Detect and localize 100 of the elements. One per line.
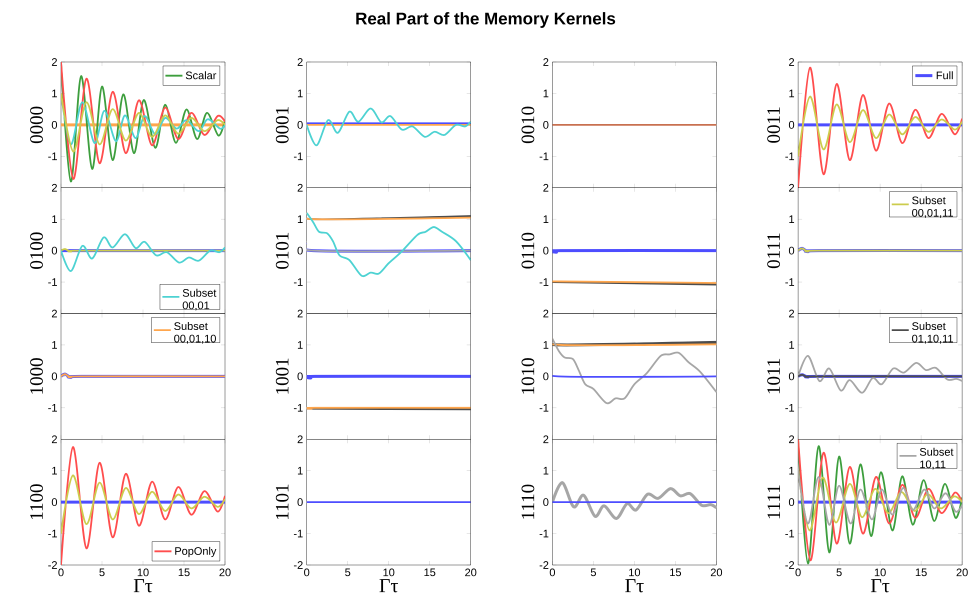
x-tick-label: 0 <box>795 568 801 576</box>
x-tick-label: 0 <box>304 568 310 576</box>
y-tick-label: 0 <box>788 246 794 255</box>
y-axis-title: 0100 <box>30 232 43 269</box>
legend-label: Subset 00,01,10 <box>174 322 216 344</box>
y-axis-title: 0101 <box>276 232 289 269</box>
y-tick-label: 2 <box>52 58 57 66</box>
y-axis-title: 1101 <box>276 484 289 520</box>
y-tick-label: -1 <box>294 152 303 160</box>
y-tick-label: 0 <box>52 246 58 255</box>
y-tick-label: -1 <box>48 530 57 538</box>
y-axis-title: 1001 <box>276 358 289 394</box>
y-tick-label: 2 <box>52 184 57 192</box>
y-tick-label: 1 <box>789 90 794 98</box>
y-tick-label: 1 <box>52 215 57 223</box>
y-axis-title: 1111 <box>768 485 780 518</box>
y-tick-label: -2 <box>785 561 794 569</box>
y-tick-label: -1 <box>48 404 57 412</box>
y-tick-label: 0 <box>52 372 58 380</box>
y-axis-title: 1010 <box>522 358 534 394</box>
y-tick-label: -1 <box>48 152 57 160</box>
y-axis-title: 0111 <box>767 234 780 268</box>
y-tick-label: 0 <box>298 372 303 380</box>
y-tick-label: 2 <box>789 310 794 318</box>
legend-label: PopOnly <box>175 546 216 558</box>
y-tick-label: -1 <box>785 530 794 538</box>
y-tick-label: 2 <box>789 58 794 66</box>
y-tick-label: -1 <box>294 278 303 286</box>
x-tick-label: 20 <box>465 568 476 576</box>
y-tick-label: 2 <box>543 435 548 444</box>
y-tick-label: 0 <box>52 121 58 129</box>
y-tick-label: 1 <box>544 90 548 98</box>
legend-label: Subset 10,11 <box>920 448 954 470</box>
y-tick-label: 1 <box>789 466 794 474</box>
x-tick-label: 10 <box>383 568 394 576</box>
x-axis-title: Γτ <box>625 579 644 592</box>
y-tick-label: 0 <box>543 372 548 380</box>
x-tick-label: 20 <box>710 568 722 576</box>
y-axis-title: 1000 <box>30 358 43 394</box>
y-tick-label: 2 <box>543 310 548 318</box>
y-tick-label: 0 <box>788 372 794 380</box>
y-tick-label: -1 <box>540 152 548 160</box>
y-tick-label: 1 <box>789 215 794 223</box>
y-tick-label: -2 <box>48 561 57 569</box>
y-tick-label: 2 <box>52 435 57 444</box>
y-tick-label: 0 <box>543 498 548 506</box>
y-tick-label: -1 <box>785 152 794 160</box>
x-tick-label: 5 <box>590 568 596 576</box>
y-tick-label: -1 <box>540 530 548 538</box>
x-tick-label: 20 <box>956 568 968 576</box>
y-tick-label: 1 <box>544 341 548 349</box>
y-tick-label: 1 <box>298 215 303 223</box>
y-tick-label: 1 <box>544 215 548 223</box>
x-tick-label: 15 <box>178 568 190 576</box>
y-tick-label: 1 <box>298 341 303 349</box>
x-tick-label: 20 <box>219 568 231 576</box>
y-tick-label: -1 <box>785 404 794 412</box>
y-tick-label: -1 <box>294 530 303 538</box>
x-axis-title: Γτ <box>134 579 152 592</box>
y-tick-label: 0 <box>52 498 58 506</box>
y-tick-label: 2 <box>543 184 548 192</box>
y-tick-label: 2 <box>543 58 548 66</box>
y-tick-label: 2 <box>298 58 303 66</box>
y-axis-title: 0000 <box>30 106 43 144</box>
y-tick-label: 1 <box>544 466 548 474</box>
y-tick-label: 0 <box>788 121 794 129</box>
legend-label: Subset 00,01 <box>182 288 216 311</box>
x-tick-label: 5 <box>836 568 842 576</box>
y-tick-label: -1 <box>294 404 303 412</box>
x-tick-label: 5 <box>99 568 105 576</box>
legend-label: Full <box>936 71 953 80</box>
x-tick-label: 10 <box>138 568 149 576</box>
x-tick-label: 15 <box>424 568 436 576</box>
y-axis-title: 0011 <box>767 107 780 143</box>
y-tick-label: 0 <box>788 498 794 506</box>
y-tick-label: -2 <box>540 561 548 569</box>
y-tick-label: 0 <box>298 498 303 506</box>
x-axis-title: Γτ <box>870 579 890 592</box>
y-axis-title: 1110 <box>522 484 534 519</box>
x-tick-label: 15 <box>670 568 682 576</box>
x-tick-label: 15 <box>916 568 927 576</box>
y-tick-label: 0 <box>543 121 548 129</box>
x-tick-label: 0 <box>58 568 64 576</box>
y-tick-label: 2 <box>789 435 794 444</box>
y-axis-title: 1011 <box>767 358 780 394</box>
x-tick-label: 5 <box>345 568 350 576</box>
y-tick-label: -1 <box>785 278 794 286</box>
y-axis-title: 0110 <box>522 232 534 268</box>
x-tick-label: 0 <box>550 568 556 576</box>
y-tick-label: 2 <box>298 184 303 192</box>
y-tick-label: -2 <box>294 561 303 569</box>
text: Real Part of the Memory Kernels <box>356 12 616 28</box>
x-tick-label: 10 <box>629 568 640 576</box>
y-tick-label: 0 <box>298 246 303 255</box>
y-tick-label: 1 <box>298 90 303 98</box>
y-tick-label: -1 <box>540 404 548 412</box>
x-axis-title: Γτ <box>380 579 398 592</box>
y-tick-label: 0 <box>298 121 303 129</box>
y-tick-label: 2 <box>52 310 57 318</box>
y-tick-label: 1 <box>52 466 57 474</box>
